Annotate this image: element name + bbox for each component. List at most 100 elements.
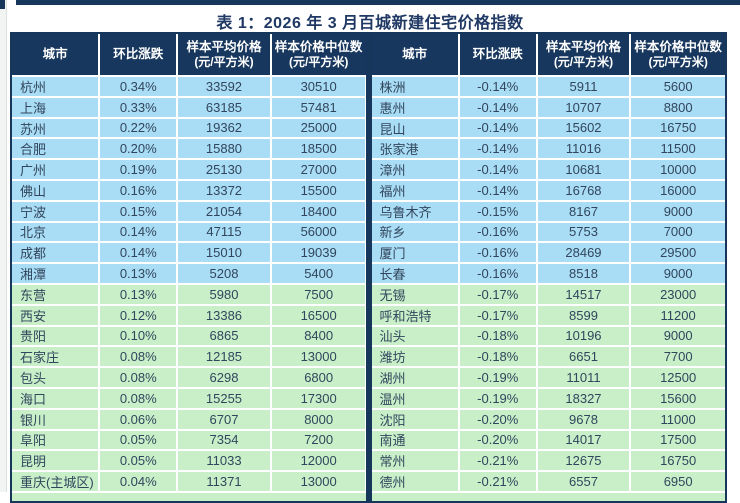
table-row: 广州 0.19% 25130 27000 [12,158,366,179]
mom-change-cell: 0.04% [100,472,179,491]
city-cell: 南通 [371,430,460,450]
median-price-cell: 30510 [271,77,366,96]
median-price-cell: 8400 [271,326,366,346]
median-price-cell: 25000 [271,118,366,138]
mom-change-cell: -0.21% [459,451,538,471]
mom-change-cell: 0.14% [100,243,179,263]
avg-price-cell: 6557 [537,472,632,491]
city-cell: 昆明 [12,451,101,471]
avg-price-cell: 8167 [537,201,632,221]
median-price-cell: 29500 [631,243,725,263]
table-row: 上海 0.33% 63185 57481 [12,95,366,117]
mom-change-cell: -0.19% [459,388,538,408]
mom-change-cell: 0.08% [100,388,179,408]
city-cell: 长春 [371,264,460,283]
mom-change-cell: -0.15% [459,201,538,221]
city-cell: 海口 [12,388,101,408]
mom-change-cell: 0.16% [100,180,179,200]
avg-price-cell: 11371 [178,472,272,491]
city-cell: 杭州 [12,77,101,96]
column-header: 城市 [12,34,101,75]
city-cell: 苏州 [12,118,101,138]
mom-change-cell: -0.19% [459,368,538,387]
table-row: 张家港 -0.14% 11016 11500 [371,137,725,159]
median-price-cell: 8800 [631,97,725,117]
median-price-cell: 7000 [631,222,725,242]
table-row: 惠州 -0.14% 10707 8800 [371,95,725,117]
table-row: 佛山 0.16% 13372 15500 [12,178,366,200]
city-cell: 合肥 [12,139,101,159]
avg-price-cell: 7354 [178,430,272,450]
median-price-cell: 15500 [271,180,366,200]
median-price-cell: 5400 [271,264,366,283]
median-price-cell: 11000 [631,409,725,429]
mom-change-cell: -0.18% [459,326,538,346]
table-row: 包头 0.08% 6298 6800 [12,366,366,387]
table-half-right: 城市 环比涨跌 样本平均价格 (元/平方米) 样本价格中位数 (元/平方米) 株洲 -0.14… [371,34,725,501]
median-price-cell: 16000 [631,180,725,200]
partial-next-row [12,490,366,501]
partial-next-row [371,490,725,501]
median-price-cell: 9000 [631,264,725,283]
table-title: 表 1：2026 年 3 月百城新建住宅价格指数 [216,15,524,32]
avg-price-cell: 63185 [178,97,272,117]
median-price-cell: 27000 [271,160,366,179]
avg-price-cell: 25130 [178,160,272,179]
city-cell: 惠州 [371,97,460,117]
median-price-cell: 7200 [271,430,366,450]
avg-price-cell: 10196 [537,326,632,346]
table-row: 常州 -0.21% 12675 16750 [371,449,725,471]
mom-change-cell: 0.13% [100,264,179,283]
avg-price-cell: 21054 [178,201,272,221]
table-row: 宁波 0.15% 21054 18400 [12,199,366,221]
median-price-cell: 18400 [271,201,366,221]
city-cell: 呼和浩特 [371,305,460,325]
avg-price-cell: 11033 [178,451,272,471]
median-price-cell: 7700 [631,347,725,367]
city-cell: 无锡 [371,284,460,304]
city-cell: 石家庄 [12,347,101,367]
table-row: 温州 -0.19% 18327 15600 [371,386,725,408]
median-price-cell: 16750 [631,118,725,138]
table-row: 呼和浩特 -0.17% 8599 11200 [371,303,725,325]
mom-change-cell: 0.20% [100,139,179,159]
mom-change-cell: 0.05% [100,430,179,450]
median-price-cell: 16500 [271,305,366,325]
top-border [16,0,740,5]
avg-price-cell: 16768 [537,180,632,200]
column-header: 城市 [372,34,460,75]
top-border-fragment [0,0,5,9]
avg-price-cell: 15255 [178,388,272,408]
avg-price-cell: 19362 [178,118,272,138]
avg-price-cell: 15010 [178,243,272,263]
city-cell: 重庆(主城区) [12,472,101,491]
mom-change-cell: -0.16% [459,264,538,283]
avg-price-cell: 6865 [178,326,272,346]
city-cell: 成都 [12,243,101,263]
median-price-cell: 9000 [631,326,725,346]
median-price-cell: 10000 [631,160,725,179]
median-price-cell: 7500 [271,284,366,304]
mom-change-cell: -0.14% [459,160,538,179]
avg-price-cell: 5911 [537,77,632,96]
column-header: 样本价格中位数 (元/平方米) [634,39,722,69]
median-price-cell: 23000 [631,284,725,304]
median-price-cell: 19039 [271,243,366,263]
city-cell: 汕头 [371,326,460,346]
table-row: 东营 0.13% 5980 7500 [12,282,366,304]
table-row: 汕头 -0.18% 10196 9000 [371,324,725,346]
column-header: 样本平均价格 (元/平方米) [538,34,632,75]
city-cell: 温州 [371,388,460,408]
column-header: 环比涨跌 [460,34,538,75]
avg-price-cell: 6298 [178,368,272,387]
avg-price-cell: 6707 [178,409,272,429]
avg-price-cell: 12675 [537,451,632,471]
mom-change-cell: 0.19% [100,160,179,179]
median-price-cell: 13000 [271,472,366,491]
median-price-cell: 56000 [271,222,366,242]
mom-change-cell: 0.08% [100,368,179,387]
avg-price-cell: 33592 [178,77,272,96]
city-cell: 贵阳 [12,326,101,346]
avg-price-cell: 14017 [537,430,632,450]
median-price-cell: 9000 [631,201,725,221]
